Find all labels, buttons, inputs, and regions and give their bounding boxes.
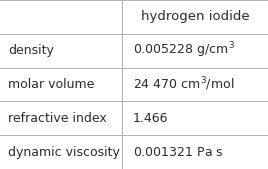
Text: hydrogen iodide: hydrogen iodide (141, 10, 249, 23)
Text: $24\ 470\ \mathrm{cm^3/mol}$: $24\ 470\ \mathrm{cm^3/mol}$ (133, 76, 234, 93)
Text: dynamic viscosity: dynamic viscosity (8, 146, 120, 159)
Text: 1.466: 1.466 (133, 112, 168, 125)
Text: $0.005228\ \mathrm{g/cm^3}$: $0.005228\ \mathrm{g/cm^3}$ (133, 41, 234, 61)
Text: refractive index: refractive index (8, 112, 107, 125)
Text: molar volume: molar volume (8, 78, 94, 91)
Text: density: density (8, 44, 54, 57)
Text: $0.001321\ \mathrm{Pa\ s}$: $0.001321\ \mathrm{Pa\ s}$ (133, 146, 224, 159)
